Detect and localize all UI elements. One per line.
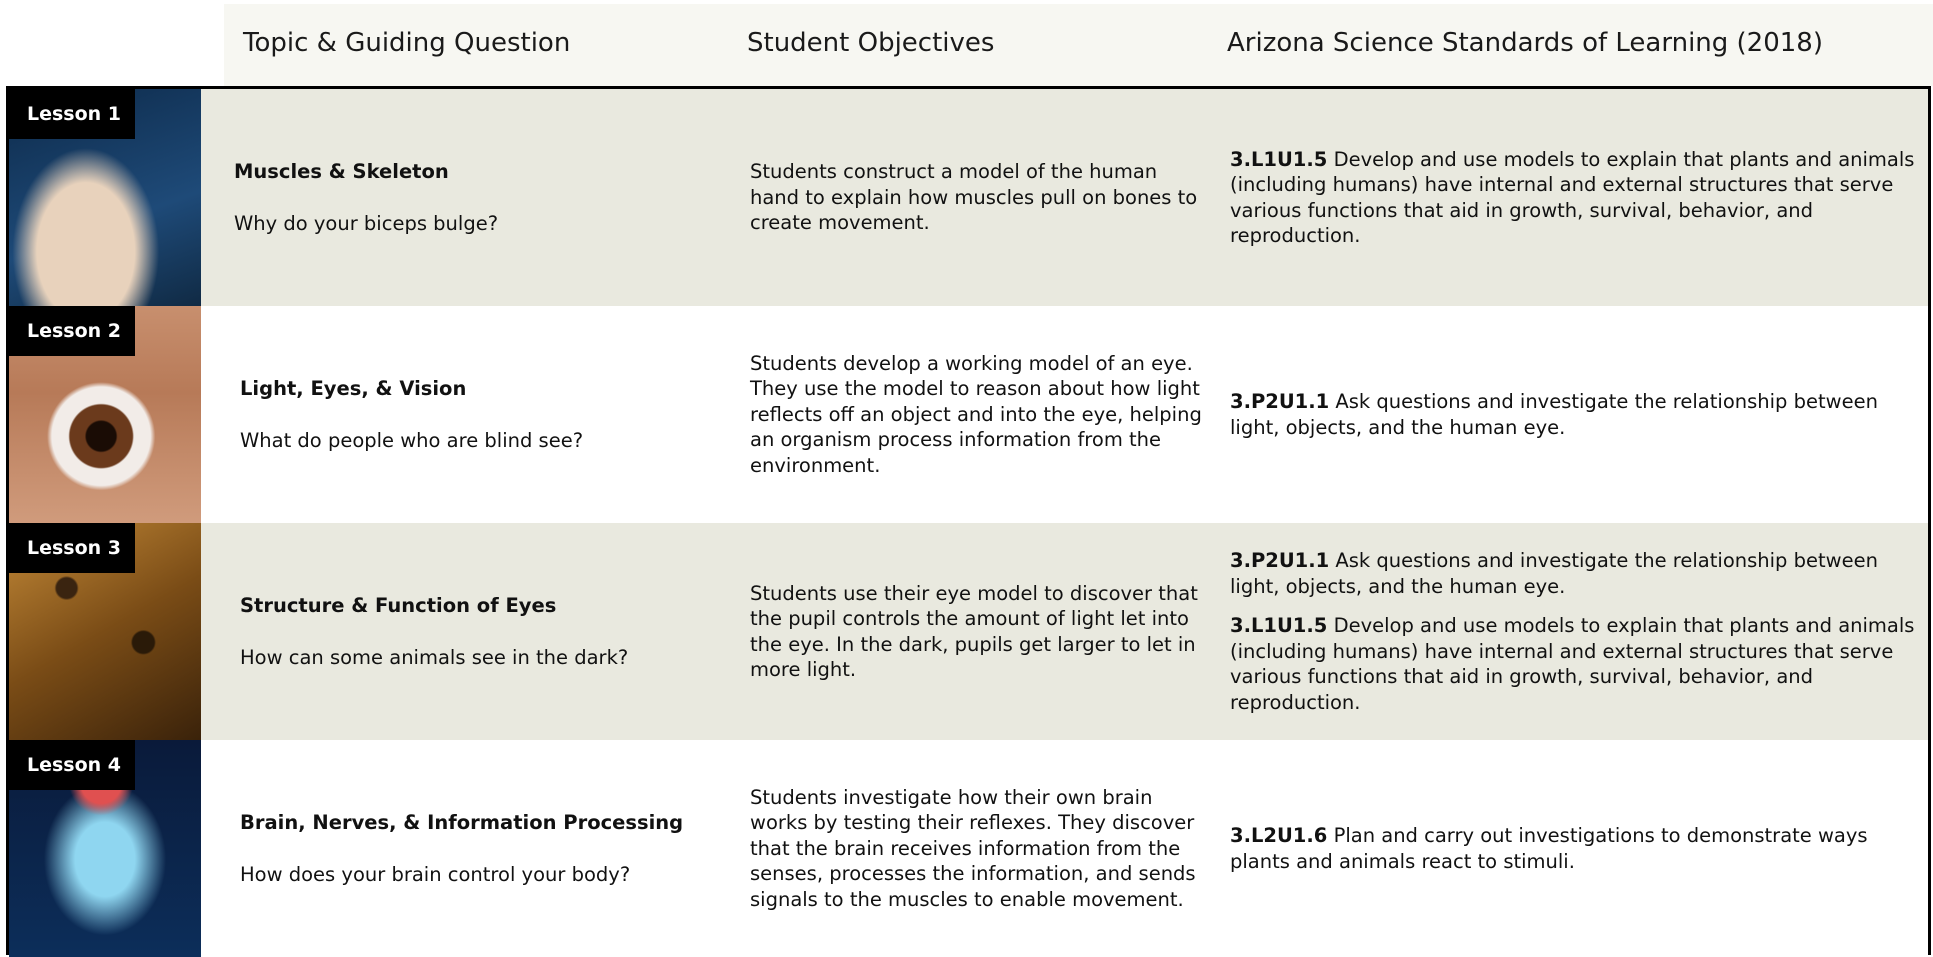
standard: 3.L2U1.6 Plan and carry out investigatio… [1230, 823, 1920, 874]
topic: Brain, Nerves, & Information Processing [240, 811, 684, 834]
objective: Students use their eye model to discover… [750, 581, 1198, 682]
standards-cell: 3.L2U1.6 Plan and carry out investigatio… [1230, 740, 1920, 957]
standard: 3.L1U1.5 Develop and use models to expla… [1230, 147, 1920, 249]
lesson-image: Lesson 2 [9, 306, 201, 523]
lesson-image: Lesson 1 [9, 89, 201, 306]
topic: Structure & Function of Eyes [240, 594, 557, 617]
objective: Students develop a working model of an e… [750, 351, 1202, 477]
topic-cell: Light, Eyes, & Vision What do people who … [240, 306, 730, 523]
guiding-question: What do people who are blind see? [240, 428, 584, 452]
objective: Students investigate how their own brain… [750, 785, 1196, 911]
standard-text: Plan and carry out investigations to dem… [1230, 824, 1868, 873]
lesson-row: Lesson 4 Brain, Nerves, & Information Pro… [9, 740, 1928, 957]
lesson-label: Lesson 1 [9, 89, 136, 139]
column-header: Arizona Science Standards of Learning (2… [1227, 28, 1823, 58]
objective-cell: Students use their eye model to discover… [750, 523, 1210, 740]
lesson-image: Lesson 3 [9, 523, 201, 740]
lesson-row: Lesson 1 Muscles & Skeleton Why do your bi… [9, 89, 1928, 306]
standard-text: Develop and use models to explain that p… [1230, 147, 1915, 248]
standard-code: 3.P2U1.1 [1230, 390, 1330, 413]
standard-code: 3.L1U1.5 [1230, 147, 1328, 171]
lesson-label: Lesson 2 [9, 306, 136, 356]
lesson-label: Lesson 4 [9, 740, 136, 790]
standard-text: Ask questions and investigate the relati… [1230, 549, 1878, 598]
guiding-question: How can some animals see in the dark? [240, 645, 629, 669]
standard-code: 3.L2U1.6 [1230, 824, 1328, 847]
column-header: Student Objectives [747, 28, 995, 58]
column-header: Topic & Guiding Question [243, 28, 571, 58]
objective-cell: Students construct a model of the human … [750, 89, 1210, 306]
objective-cell: Students investigate how their own brain… [750, 740, 1210, 957]
standard: 3.P2U1.1 Ask questions and investigate t… [1230, 389, 1920, 440]
lesson-table: Lesson 1 Muscles & Skeleton Why do your bi… [6, 86, 1931, 957]
header [224, 4, 1933, 86]
guiding-question: How does your brain control your body? [240, 862, 631, 886]
standards-cell: 3.P2U1.1 Ask questions and investigate t… [1230, 306, 1920, 523]
standard-text: Develop and use models to explain that p… [1230, 614, 1915, 714]
objective-cell: Students develop a working model of an e… [750, 306, 1210, 523]
topic: Light, Eyes, & Vision [240, 377, 467, 400]
lesson-label: Lesson 3 [9, 523, 136, 573]
standard-code: 3.P2U1.1 [1230, 549, 1330, 572]
objective: Students construct a model of the human … [750, 160, 1198, 235]
guiding-question: Why do your biceps bulge? [234, 211, 499, 235]
topic-cell: Structure & Function of Eyes How can some… [240, 523, 730, 740]
standards-cell: 3.L1U1.5 Develop and use models to expla… [1230, 89, 1920, 306]
topic: Muscles & Skeleton [234, 160, 449, 183]
topic-cell: Brain, Nerves, & Information Processing H… [240, 740, 730, 957]
standard-text: Ask questions and investigate the relati… [1230, 390, 1878, 439]
standard: 3.P2U1.1 Ask questions and investigate t… [1230, 548, 1920, 599]
standard: 3.L1U1.5 Develop and use models to expla… [1230, 613, 1920, 715]
lesson-row: Lesson 3 Structure & Function of Eyes How … [9, 523, 1928, 740]
lesson-image: Lesson 4 [9, 740, 201, 957]
topic-cell: Muscles & Skeleton Why do your biceps bul… [234, 89, 724, 306]
standards-cell: 3.P2U1.1 Ask questions and investigate t… [1230, 523, 1920, 740]
lesson-row: Lesson 2 Light, Eyes, & Vision What do peo… [9, 306, 1928, 523]
standard-code: 3.L1U1.5 [1230, 614, 1328, 637]
